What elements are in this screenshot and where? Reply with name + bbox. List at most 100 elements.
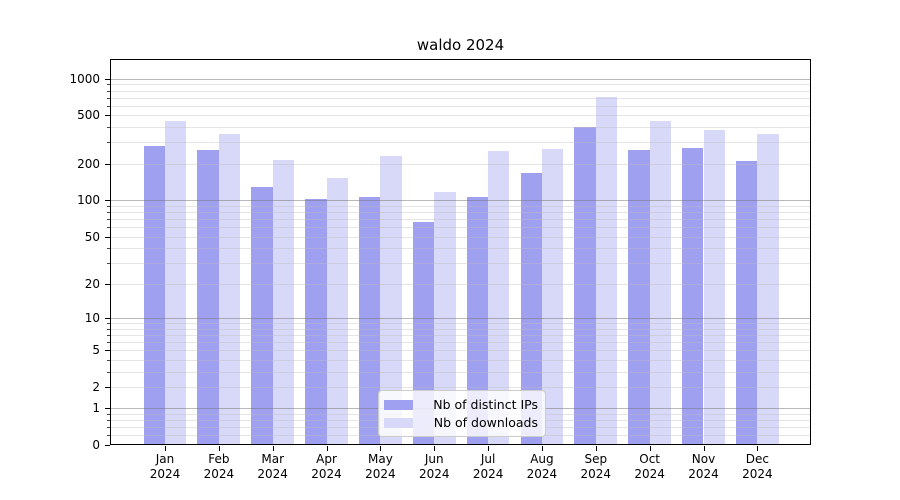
y-minor-tick-mark bbox=[107, 413, 110, 415]
x-tick-mark-nov bbox=[703, 446, 705, 451]
y-tick-mark-200 bbox=[105, 163, 110, 165]
legend-item-distinct-ips: Nb of distinct IPs bbox=[384, 396, 538, 413]
x-tick-mark-feb bbox=[218, 446, 220, 451]
y-tick-label-5: 5 bbox=[92, 343, 100, 357]
gridline-50 bbox=[111, 236, 810, 238]
gridline-1000 bbox=[111, 78, 810, 80]
x-tick-mark-jul bbox=[488, 446, 490, 451]
gridline-3 bbox=[111, 371, 810, 373]
gridline-2 bbox=[111, 386, 810, 388]
y-minor-tick-mark bbox=[107, 420, 110, 422]
x-tick-label-sep: Sep 2024 bbox=[580, 452, 612, 481]
y-minor-tick-mark bbox=[107, 341, 110, 343]
y-tick-mark-1000 bbox=[105, 78, 110, 80]
y-minor-tick-mark bbox=[107, 248, 110, 250]
gridline-60 bbox=[111, 227, 810, 229]
bar-distinct-ips-mar bbox=[251, 187, 273, 445]
legend-item-downloads: Nb of downloads bbox=[384, 414, 538, 431]
legend-label-distinct-ips: Nb of distinct IPs bbox=[433, 397, 538, 412]
x-tick-label-jun: Jun 2024 bbox=[418, 452, 450, 481]
gridline-30 bbox=[111, 262, 810, 264]
gridline-90 bbox=[111, 205, 810, 207]
bar-distinct-ips-feb bbox=[197, 150, 219, 445]
y-tick-mark-2 bbox=[105, 386, 110, 388]
bar-distinct-ips-oct bbox=[628, 150, 650, 445]
y-tick-label-100: 100 bbox=[77, 193, 100, 208]
legend-label-downloads: Nb of downloads bbox=[433, 415, 538, 430]
y-tick-mark-100 bbox=[105, 200, 110, 202]
y-minor-tick-mark bbox=[107, 227, 110, 229]
y-tick-mark-5 bbox=[105, 350, 110, 351]
bar-distinct-ips-dec bbox=[735, 161, 758, 445]
y-tick-label-0: 0 bbox=[92, 438, 100, 452]
bar-distinct-ips-apr bbox=[305, 199, 327, 445]
gridline-500 bbox=[111, 115, 810, 117]
y-minor-tick-mark bbox=[107, 371, 110, 373]
x-tick-label-feb: Feb 2024 bbox=[203, 452, 235, 481]
x-tick-mark-jan bbox=[165, 446, 166, 451]
y-minor-tick-mark bbox=[107, 142, 110, 144]
y-minor-tick-mark bbox=[107, 84, 110, 86]
x-tick-mark-mar bbox=[272, 446, 274, 451]
gridline-900 bbox=[111, 84, 810, 86]
bar-downloads-dec bbox=[757, 134, 779, 445]
chart-title: waldo 2024 bbox=[416, 36, 505, 54]
bar-distinct-ips-nov bbox=[682, 148, 704, 445]
gridline-800 bbox=[111, 90, 810, 92]
gridline-5 bbox=[111, 350, 810, 351]
x-tick-label-dec: Dec 2024 bbox=[742, 452, 773, 481]
y-tick-mark-10 bbox=[105, 317, 110, 319]
bar-downloads-jan bbox=[165, 121, 187, 445]
y-tick-mark-20 bbox=[105, 283, 110, 285]
y-tick-label-20: 20 bbox=[84, 276, 100, 291]
bar-downloads-jul bbox=[488, 151, 510, 445]
distinct-ips-swatch bbox=[384, 399, 413, 410]
x-tick-mark-may bbox=[380, 446, 382, 451]
y-minor-tick-mark bbox=[107, 90, 110, 92]
y-minor-tick-mark bbox=[107, 328, 110, 330]
bar-downloads-nov bbox=[703, 129, 725, 445]
bar-downloads-mar bbox=[272, 159, 295, 445]
gridline-20 bbox=[111, 283, 810, 285]
y-minor-tick-mark bbox=[107, 97, 110, 99]
y-tick-label-1000: 1000 bbox=[69, 71, 100, 86]
legend: Nb of distinct IPs Nb of downloads bbox=[378, 390, 546, 437]
x-tick-mark-aug bbox=[541, 446, 543, 451]
y-minor-tick-mark bbox=[107, 359, 110, 361]
y-tick-mark-500 bbox=[105, 115, 110, 117]
x-tick-label-aug: Aug 2024 bbox=[526, 452, 558, 481]
y-tick-mark-1 bbox=[105, 408, 110, 410]
y-tick-label-2: 2 bbox=[92, 379, 100, 394]
bar-distinct-ips-may bbox=[359, 196, 381, 445]
gridline-100 bbox=[111, 200, 810, 202]
bar-downloads-aug bbox=[541, 148, 564, 445]
x-tick-mark-apr bbox=[326, 446, 328, 451]
y-minor-tick-mark bbox=[107, 212, 110, 214]
gridline-7 bbox=[111, 334, 810, 336]
x-tick-mark-dec bbox=[757, 446, 759, 451]
y-tick-label-1: 1 bbox=[92, 401, 100, 416]
gridline-80 bbox=[111, 212, 810, 214]
y-tick-label-200: 200 bbox=[77, 156, 100, 171]
x-tick-label-apr: Apr 2024 bbox=[311, 452, 342, 481]
y-minor-tick-mark bbox=[107, 219, 110, 221]
x-tick-label-may: May 2024 bbox=[365, 452, 396, 481]
gridline-4 bbox=[111, 359, 810, 361]
x-tick-mark-jun bbox=[434, 446, 436, 451]
bar-downloads-may bbox=[380, 156, 402, 445]
y-minor-tick-mark bbox=[107, 334, 110, 336]
x-tick-label-jan: Jan 2024 bbox=[149, 452, 181, 481]
gridline-9 bbox=[111, 322, 810, 324]
y-tick-label-500: 500 bbox=[77, 108, 100, 123]
gridline-700 bbox=[111, 97, 810, 99]
bar-downloads-oct bbox=[649, 121, 672, 445]
y-tick-label-50: 50 bbox=[84, 229, 100, 244]
y-minor-tick-mark bbox=[107, 262, 110, 264]
bar-downloads-sep bbox=[595, 97, 618, 445]
y-minor-tick-mark bbox=[107, 435, 110, 437]
gridline-600 bbox=[111, 105, 810, 107]
bar-distinct-ips-jan bbox=[143, 145, 165, 445]
gridline-70 bbox=[111, 219, 810, 221]
x-tick-mark-sep bbox=[595, 446, 597, 451]
downloads-swatch bbox=[384, 417, 413, 428]
